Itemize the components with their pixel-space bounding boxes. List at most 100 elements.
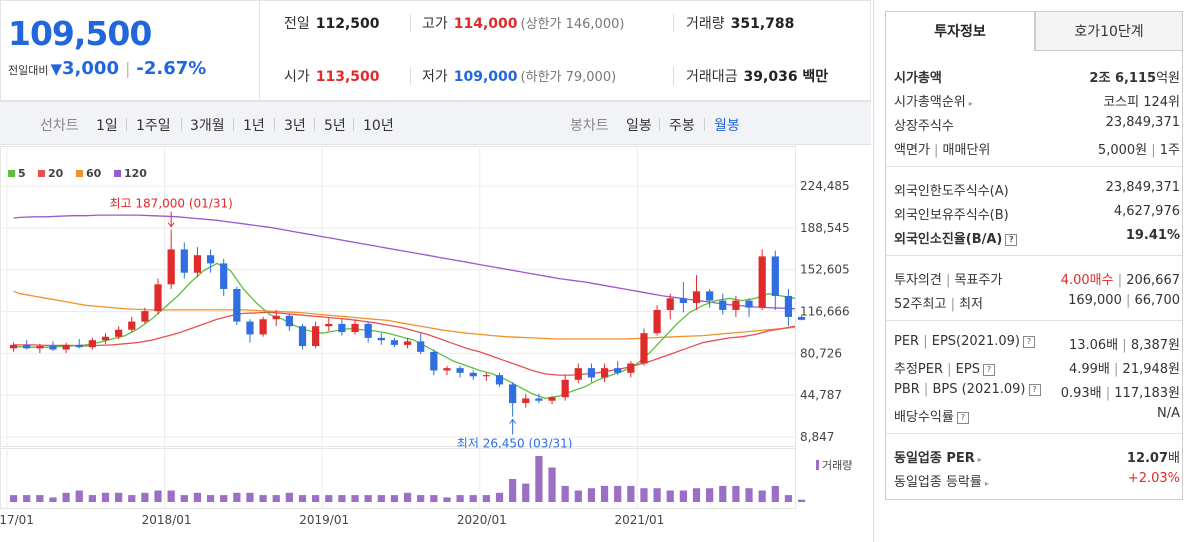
candle-body (784, 295, 793, 317)
candle-body (587, 368, 596, 378)
candle-body (101, 336, 110, 341)
volume-bar (62, 492, 70, 502)
y-tick-label: 44,787 (800, 388, 842, 402)
x-tick-label: 2020/01 (457, 513, 507, 527)
volume-bar (417, 495, 425, 502)
help-icon[interactable]: ? (982, 363, 995, 376)
volume-bar (180, 495, 188, 502)
legend-label: 60 (86, 167, 102, 180)
volume-bar (719, 485, 727, 502)
candle-body (128, 321, 136, 330)
candle-body (298, 326, 307, 347)
candle-body (272, 315, 280, 320)
candle-body (377, 337, 385, 341)
candle-body (141, 311, 149, 322)
down-arrow-icon: ▼ (50, 60, 63, 78)
volume-bar (495, 492, 504, 502)
candle-body (246, 321, 254, 335)
candle-body (430, 351, 438, 371)
y-tick-label: 188,545 (800, 221, 850, 235)
legend-label: 120 (124, 167, 147, 180)
candle-body (495, 375, 504, 385)
volume-legend-swatch (816, 460, 819, 470)
candle-body (706, 291, 714, 301)
period-5y[interactable]: 5년 (324, 118, 346, 134)
high-annotation: 최고 187,000 (01/31) (110, 197, 233, 211)
volume-bar (325, 495, 333, 502)
change-label: 전일대비 (8, 64, 49, 77)
period-1w[interactable]: 1주일 (136, 118, 171, 134)
candle-body (627, 363, 635, 373)
candle-body (482, 375, 490, 377)
candle-weekly[interactable]: 주봉 (669, 118, 695, 134)
x-tick-label: 2021/01 (614, 513, 664, 527)
candle-body (666, 298, 674, 310)
candle-monthly[interactable]: 월봉 (714, 118, 740, 134)
volume-bar (206, 495, 215, 502)
tab-bar: 투자정보 호가10단계 (885, 11, 1183, 51)
help-icon[interactable]: ? (1028, 383, 1041, 396)
help-icon[interactable]: ? (1022, 335, 1035, 348)
volume-bar (653, 488, 661, 502)
volume-bar (141, 492, 149, 502)
candle-body (758, 256, 766, 308)
change-percent: -2.67% (136, 58, 207, 79)
volume-bar (548, 467, 556, 502)
candle-body (193, 255, 202, 273)
volume-bar (285, 492, 293, 502)
volume-bar (233, 492, 241, 502)
trade-amount: 거래대금 39,036 백만 (686, 69, 829, 85)
y-tick-label: 8,847 (800, 430, 834, 444)
help-icon[interactable]: ? (956, 411, 969, 424)
volume-legend-label: 거래량 (822, 459, 852, 472)
invest-info-panel (885, 51, 1183, 500)
help-icon[interactable]: ? (1005, 233, 1018, 246)
period-1d[interactable]: 1일 (96, 118, 118, 134)
candle-body (23, 344, 31, 349)
low-price: 저가 109,000 (하한가 79,000) (422, 69, 617, 85)
volume-bar (430, 495, 438, 502)
volume-bar (561, 485, 569, 502)
candle-body (36, 346, 44, 349)
volume-bar (679, 490, 687, 502)
volume-bar (706, 488, 714, 502)
volume-area (0, 448, 796, 509)
chevron-right-icon: ▸ (984, 479, 989, 488)
y-tick-label: 116,666 (800, 305, 850, 319)
candle-body (154, 284, 162, 312)
volume-bar (312, 495, 320, 502)
high-price: 고가 114,000 (상한가 146,000) (422, 16, 625, 32)
period-3m[interactable]: 3개월 (190, 118, 225, 134)
tab-invest-info[interactable]: 투자정보 (885, 11, 1035, 51)
candle-daily[interactable]: 일봉 (626, 118, 652, 134)
candle-body (167, 249, 175, 285)
period-1y[interactable]: 1년 (243, 118, 265, 134)
volume-bar (443, 497, 451, 502)
candle-body (390, 340, 399, 345)
candle-body (679, 298, 687, 303)
candle-body (285, 315, 293, 327)
legend-swatch (114, 170, 121, 177)
candle-body (88, 340, 96, 348)
volume-bar (587, 488, 596, 502)
period-10y[interactable]: 10년 (363, 118, 394, 134)
x-tick-label: 2019/01 (299, 513, 349, 527)
change-row: 전일대비 ▼3,000 | -2.67% (8, 58, 207, 79)
volume-bar (338, 495, 346, 502)
period-3y[interactable]: 3년 (284, 118, 306, 134)
ma20-line (13, 311, 796, 376)
volume-bar (482, 495, 490, 502)
candle-body (509, 384, 517, 404)
current-price: 109,500 (8, 14, 152, 53)
legend-swatch (38, 170, 45, 177)
candle-body (417, 341, 425, 352)
volume-bar (154, 490, 162, 502)
candle-body (75, 344, 83, 348)
volume-bar (298, 495, 307, 502)
tab-orderbook[interactable]: 호가10단계 (1035, 11, 1183, 51)
volume-bar (456, 495, 464, 502)
candle-body (180, 249, 188, 273)
volume-bar (535, 456, 543, 502)
candle-chart-label: 봉차트 (570, 118, 609, 134)
candle-body (206, 255, 215, 264)
